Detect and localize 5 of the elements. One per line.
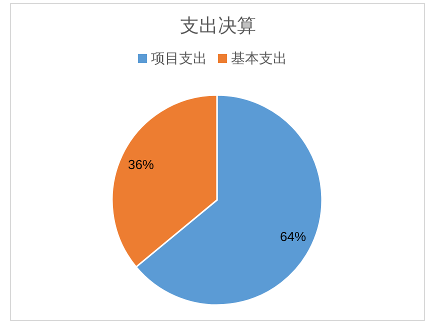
- data-label: 36%: [128, 157, 154, 172]
- data-label: 64%: [280, 228, 306, 244]
- chart-title: 支出决算: [180, 16, 256, 37]
- legend-label: 基本支出: [231, 50, 287, 66]
- legend-label: 项目支出: [151, 50, 207, 66]
